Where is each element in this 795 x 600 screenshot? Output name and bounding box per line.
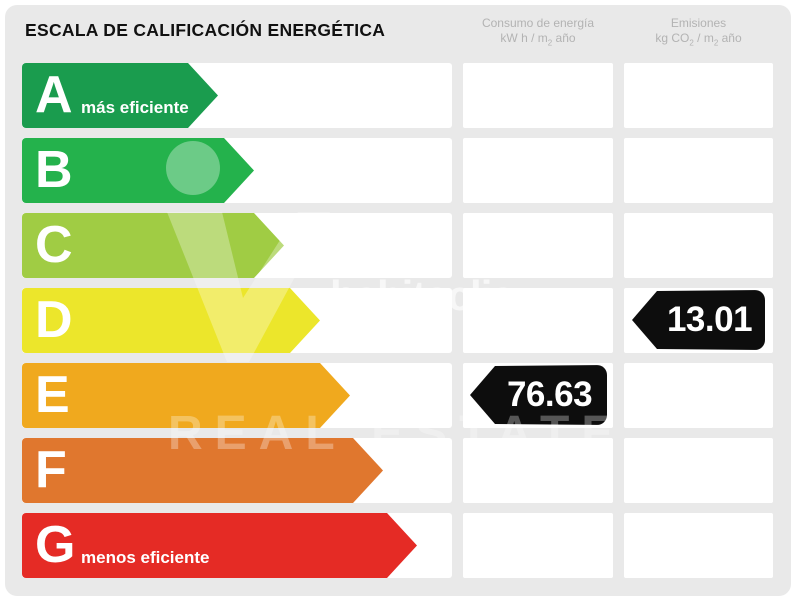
rating-arrow-b: B [22, 138, 254, 203]
rating-row-f: F [0, 438, 795, 503]
rating-row-c: C [0, 213, 795, 278]
page-title: ESCALA DE CALIFICACIÓN ENERGÉTICA [25, 20, 386, 40]
consumo-header-units: kW h / m2 año [500, 31, 576, 48]
emisiones-cell [624, 438, 773, 503]
rating-note: más eficiente [81, 98, 189, 117]
emisiones-value-badge: 13.01 [632, 290, 765, 350]
rating-arrow-f: F [22, 438, 383, 503]
consumo-value-badge: 76.63 [470, 365, 607, 425]
emisiones-cell [624, 363, 773, 428]
emisiones-header-line1: Emisiones [670, 16, 727, 30]
consumo-cell [463, 213, 613, 278]
consumo-cell [463, 63, 613, 128]
rating-letter: A [35, 65, 73, 124]
consumo-cell [463, 138, 613, 203]
rating-letter: F [35, 440, 67, 499]
emisiones-header-units: kg CO2 / m2 año [655, 31, 742, 48]
rating-row-g: G menos eficiente [0, 513, 795, 578]
consumo-value: 76.63 [506, 375, 593, 414]
rating-letter: E [35, 365, 70, 424]
rating-arrow-d: D [22, 288, 320, 353]
rating-row-e: E [0, 363, 795, 428]
emisiones-cell [624, 513, 773, 578]
rating-arrow-e: E [22, 363, 350, 428]
emisiones-value: 13.01 [666, 300, 753, 339]
rating-arrow-g: G menos eficiente [22, 513, 417, 578]
rating-letter: D [35, 290, 73, 349]
rating-note: menos eficiente [81, 548, 210, 567]
emisiones-cell [624, 213, 773, 278]
emisiones-cell [624, 138, 773, 203]
consumo-cell [463, 438, 613, 503]
consumo-cell [463, 513, 613, 578]
rating-arrow-c: C [22, 213, 284, 278]
rating-letter: C [35, 215, 73, 274]
consumo-column-header: Consumo de energía kW h / m2 año [463, 16, 613, 50]
rating-letter: G [35, 515, 76, 574]
consumo-header-line1: Consumo de energía [481, 16, 595, 30]
rating-arrow-a: A más eficiente [22, 63, 218, 128]
consumo-cell [463, 288, 613, 353]
rating-row-d: D [0, 288, 795, 353]
emisiones-column-header: Emisiones kg CO2 / m2 año [624, 16, 773, 50]
rating-row-a: A más eficiente [0, 63, 795, 128]
emisiones-cell [624, 63, 773, 128]
rating-letter: B [35, 140, 73, 199]
rating-row-b: B [0, 138, 795, 203]
